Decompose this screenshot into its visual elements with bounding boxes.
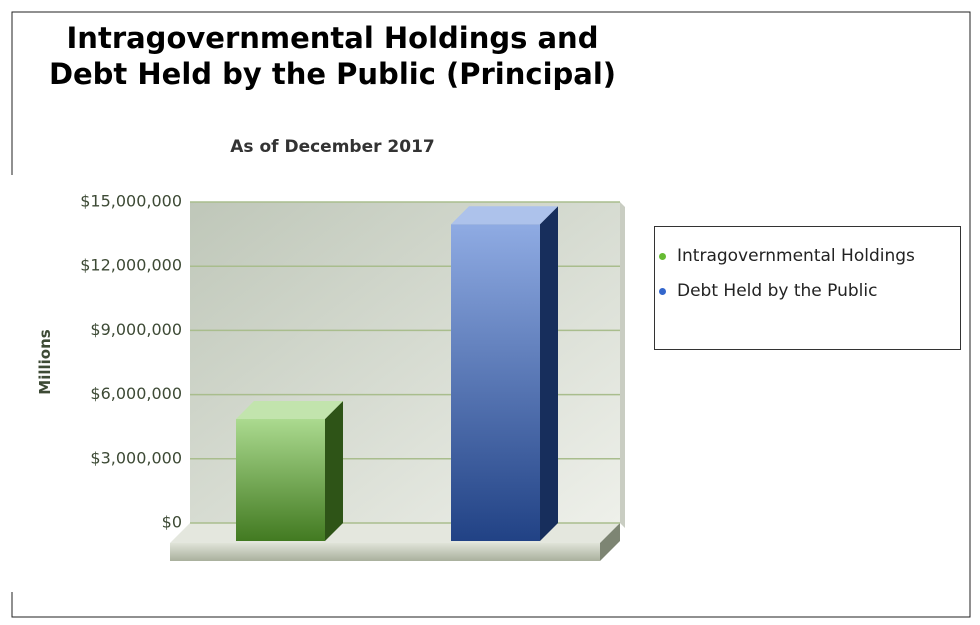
frame-gap <box>0 175 13 592</box>
y-tick-label: $6,000,000 <box>90 384 182 403</box>
y-tick-label: $12,000,000 <box>80 256 182 275</box>
legend-label: Debt Held by the Public <box>677 281 878 301</box>
legend: Intragovernmental Holdings Debt Held by t… <box>654 226 961 350</box>
chart-subtitle: As of December 2017 <box>230 137 435 157</box>
floor-front <box>170 543 600 561</box>
bar-top <box>236 401 343 420</box>
y-tick-label: $15,000,000 <box>80 192 182 211</box>
legend-marker <box>659 253 666 260</box>
legend-item: Debt Held by the Public <box>659 277 937 306</box>
wall-side <box>620 202 625 528</box>
legend-marker <box>659 288 666 295</box>
floor-side <box>600 523 620 561</box>
y-tick-label: $0 <box>162 513 182 532</box>
y-tick-label: $3,000,000 <box>90 448 182 467</box>
chart-title: Intragovernmental Holdings and Debt Held… <box>48 21 617 91</box>
legend-label: Intragovernmental Holdings <box>677 246 915 266</box>
bar <box>451 224 540 541</box>
bar-side <box>325 401 343 541</box>
y-axis-label: Millions <box>36 329 54 394</box>
y-tick-label: $9,000,000 <box>90 320 182 339</box>
legend-item: Intragovernmental Holdings <box>659 242 937 271</box>
bar-top <box>451 206 558 225</box>
bar-side <box>540 206 558 541</box>
bar <box>236 419 325 541</box>
